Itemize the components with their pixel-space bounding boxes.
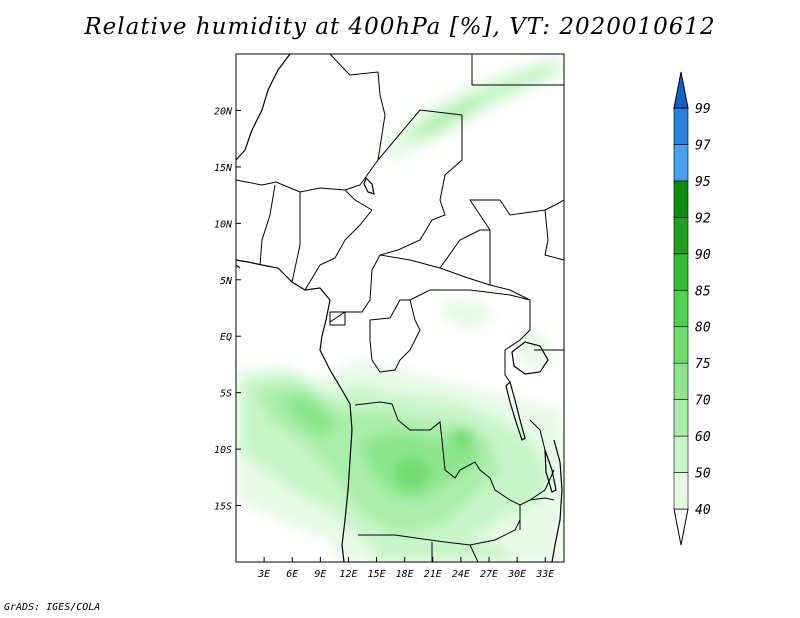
colorbar-level-label: 85 [695, 284, 711, 299]
colorbar-box [673, 217, 689, 255]
lon-tick-label: 24E [452, 569, 470, 580]
colorbar-box [673, 180, 689, 218]
colorbar-box [673, 144, 689, 182]
colorbar-level-label: 60 [695, 430, 711, 445]
colorbar-level-label: 90 [695, 248, 711, 263]
map-frame [235, 53, 565, 563]
colorbar-box [673, 326, 689, 364]
lat-tick-label: EQ [220, 332, 232, 343]
lat-tick-label: 5N [220, 276, 233, 287]
colorbar-level-label: 70 [695, 394, 711, 409]
colorbar-box [673, 435, 689, 473]
lon-tick-label: 6E [286, 569, 298, 580]
colorbar-level-label: 97 [695, 138, 711, 153]
colorbar-box [673, 107, 689, 145]
colorbar-box [673, 289, 689, 328]
lat-tick-label: 15S [214, 502, 232, 513]
colorbar-lower-extend [673, 508, 689, 546]
colorbar-level-label: 40 [695, 503, 711, 518]
footer-credit: GrADS: IGES/COLA [4, 602, 101, 613]
coastlines [236, 54, 563, 562]
lat-tick-label: 5S [220, 389, 232, 400]
colorbar-level-label: 92 [695, 211, 711, 226]
lat-tick-label: 15N [214, 163, 233, 174]
colorbar-box [673, 362, 689, 400]
lon-tick-label: 18E [396, 569, 414, 580]
lon-tick-label: 9E [314, 569, 326, 580]
colorbar-box [673, 253, 689, 291]
colorbar-level-label: 75 [695, 357, 711, 372]
humidity-field [236, 54, 564, 562]
lon-tick-label: 15E [368, 569, 386, 580]
lon-axis: 3E 6E 9E 12E 15E 18E 21E 24E 27E 30E 33E [257, 557, 554, 580]
lon-tick-label: 21E [424, 569, 442, 580]
lat-axis: 20N 15N 10N 5N EQ 5S 10S 15S [214, 106, 241, 513]
lat-tick-label: 10S [214, 445, 232, 456]
colorbar-level-label: 99 [695, 102, 711, 117]
colorbar-level-label: 50 [695, 467, 711, 482]
lon-tick-label: 12E [339, 569, 357, 580]
colorbar-level-label: 95 [695, 175, 711, 190]
lon-tick-label: 27E [480, 569, 498, 580]
colorbar-box [673, 399, 689, 437]
lat-tick-label: 10N [214, 219, 233, 230]
chart-title: Relative humidity at 400hPa [%], VT: 202… [84, 14, 716, 40]
country-borders [236, 54, 564, 562]
lon-tick-label: 30E [507, 569, 526, 580]
lon-tick-label: 33E [535, 569, 554, 580]
colorbar: 40 50 60 70 75 80 85 90 92 95 97 99 [673, 71, 711, 546]
lat-tick-label: 20N [214, 106, 233, 117]
colorbar-level-label: 80 [695, 321, 711, 336]
lon-tick-label: 3E [257, 569, 270, 580]
colorbar-upper-extend [673, 71, 689, 109]
colorbar-box [673, 472, 689, 510]
